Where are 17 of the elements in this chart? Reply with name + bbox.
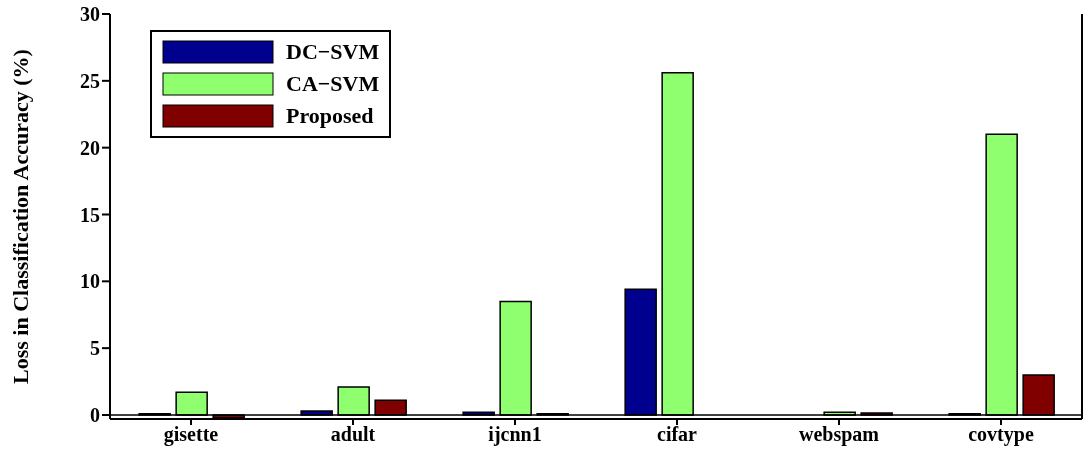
y-tick-label: 10 xyxy=(80,270,100,293)
y-tick-label: 15 xyxy=(80,203,100,226)
y-tick-label: 25 xyxy=(80,69,100,92)
y-tick-label: 30 xyxy=(80,3,100,26)
y-tick-label: 0 xyxy=(90,404,100,427)
x-tick-label: cifar xyxy=(657,423,698,446)
x-tick-label: gisette xyxy=(163,423,219,447)
y-tick-label: 20 xyxy=(80,136,100,159)
legend-label: Proposed xyxy=(286,103,374,129)
legend-label: CA−SVM xyxy=(286,71,380,97)
y-axis-title: Loss in Classification Accuracy (%) xyxy=(7,49,33,384)
x-tick-label: ijcnn1 xyxy=(488,423,542,447)
legend-label: DC−SVM xyxy=(286,39,380,65)
x-tick-label: adult xyxy=(330,423,376,446)
y-tick-label: 5 xyxy=(90,337,100,360)
x-tick-label: webspam xyxy=(798,423,880,447)
x-tick-label: covtype xyxy=(968,423,1034,447)
